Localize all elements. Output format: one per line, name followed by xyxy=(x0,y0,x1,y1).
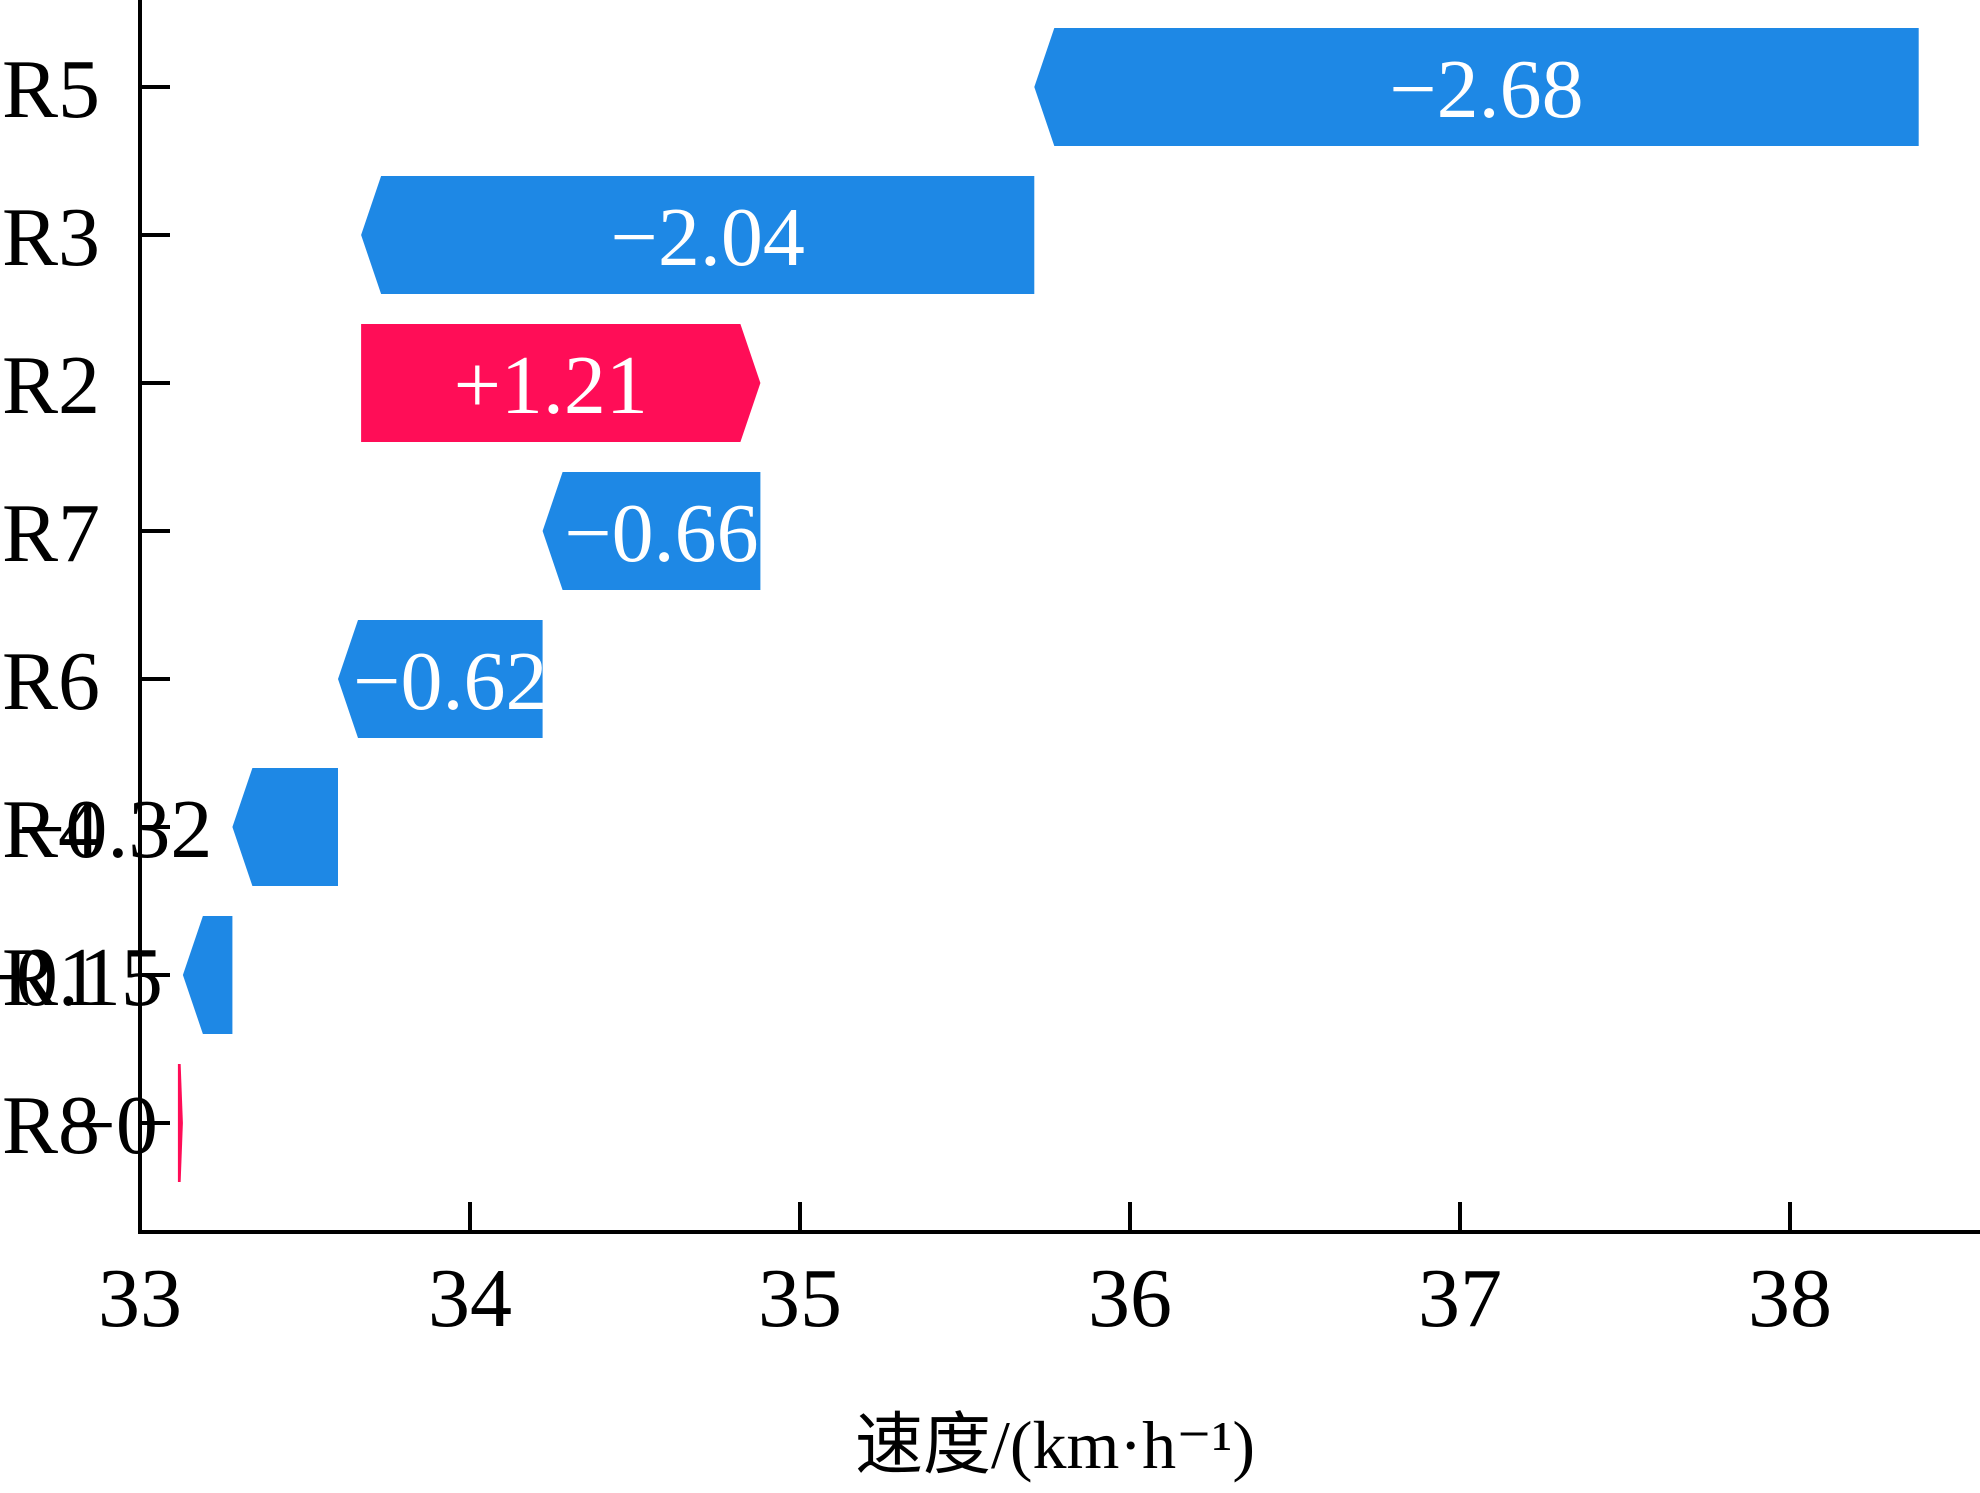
x-tick-label: 33 xyxy=(98,1252,182,1345)
bar-label-r6: −0.62 xyxy=(353,635,547,728)
bar-r8 xyxy=(177,1064,183,1182)
plot-area: −2.68 −2.04 +1.21 −0.66−0.62 −0.32 −0.15 −0 xyxy=(0,28,1919,1182)
bar-label-r2: +1.21 xyxy=(454,339,648,432)
bar-label-r4: −0.32 xyxy=(18,783,212,876)
bar-r7 xyxy=(542,472,761,590)
y-tick-label-r4: R4 xyxy=(2,783,100,876)
x-axis: 33 34 35 36 37 38 xyxy=(98,1202,1980,1345)
bar-label-r7: −0.66 xyxy=(564,487,758,580)
bar-r4 xyxy=(232,768,338,886)
y-tick-label-r8: R8 xyxy=(2,1079,100,1172)
y-axis: R5 R3 R2 R7 R6 R4 R1 R8 xyxy=(2,0,170,1232)
x-axis-label: 速度/(km·h⁻¹) xyxy=(855,1407,1255,1483)
x-tick-label: 37 xyxy=(1418,1252,1502,1345)
x-tick-label: 35 xyxy=(758,1252,842,1345)
bar-r6 xyxy=(338,620,543,738)
bar-label-r1: −0.15 xyxy=(0,931,163,1024)
y-tick-label-r2: R2 xyxy=(2,339,100,432)
x-tick-label: 38 xyxy=(1748,1252,1832,1345)
bar-r3 xyxy=(361,176,1035,294)
bar-r5 xyxy=(1034,28,1919,146)
bar-r1 xyxy=(182,916,233,1034)
bar-r2 xyxy=(361,324,761,442)
y-tick-label-r3: R3 xyxy=(2,191,100,284)
bar-label-r3: −2.04 xyxy=(611,191,805,284)
y-tick-label-r6: R6 xyxy=(2,635,100,728)
x-tick-label: 34 xyxy=(428,1252,512,1345)
bar-label-r8: −0 xyxy=(69,1079,158,1172)
y-tick-label-r5: R5 xyxy=(2,43,100,136)
bar-label-r5: −2.68 xyxy=(1389,43,1583,136)
y-tick-label-r1: R1 xyxy=(2,931,100,1024)
y-tick-label-r7: R7 xyxy=(2,487,100,580)
x-tick-label: 36 xyxy=(1088,1252,1172,1345)
